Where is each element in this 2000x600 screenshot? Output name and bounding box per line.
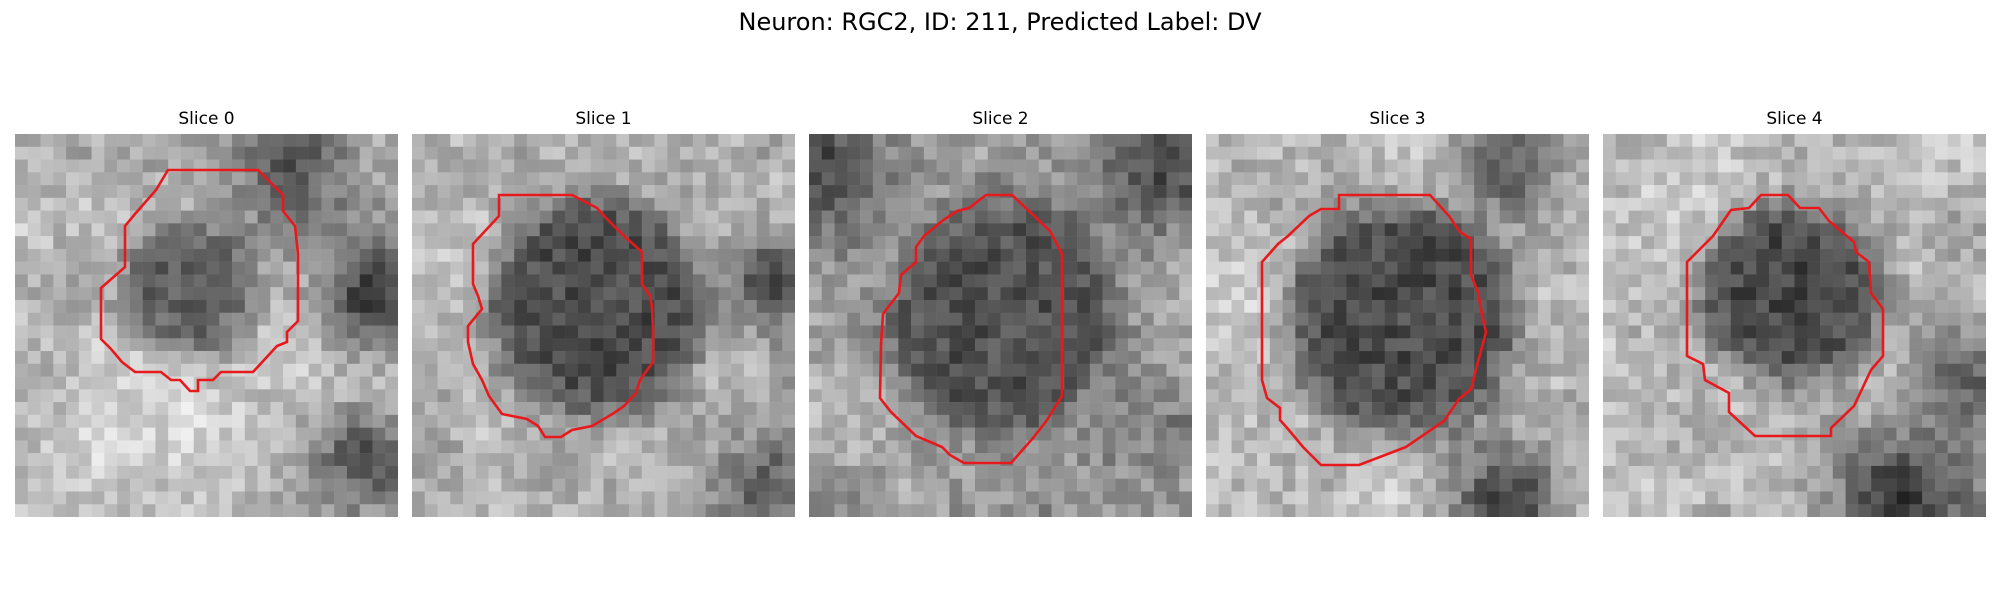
slice-title-2: Slice 2 (972, 109, 1029, 129)
contour-outline (1685, 193, 1885, 438)
microscopy-pixels (1206, 134, 1589, 517)
slice-title-1: Slice 1 (575, 109, 632, 129)
slice-image-2 (809, 134, 1192, 517)
slice-image-0 (15, 134, 398, 517)
microscopy-pixels (1603, 134, 1986, 517)
slice-title-0: Slice 0 (178, 109, 235, 129)
microscopy-pixels (15, 134, 398, 517)
neuron-contour (99, 168, 300, 393)
slice-image-3 (1206, 134, 1589, 517)
neuron-contour (466, 193, 655, 439)
neuron-contour (1260, 193, 1488, 467)
microscopy-pixels (809, 134, 1192, 517)
neuron-contour (878, 193, 1064, 465)
slice-image-1 (412, 134, 795, 517)
contour-outline (1260, 193, 1488, 467)
slice-title-3: Slice 3 (1369, 109, 1426, 129)
contour-outline (466, 193, 655, 439)
contour-outline (878, 193, 1064, 465)
slice-title-4: Slice 4 (1766, 109, 1823, 129)
neuron-contour (1685, 193, 1885, 438)
figure-title: Neuron: RGC2, ID: 211, Predicted Label: … (738, 8, 1262, 36)
contour-outline (99, 168, 300, 393)
slice-image-4 (1603, 134, 1986, 517)
